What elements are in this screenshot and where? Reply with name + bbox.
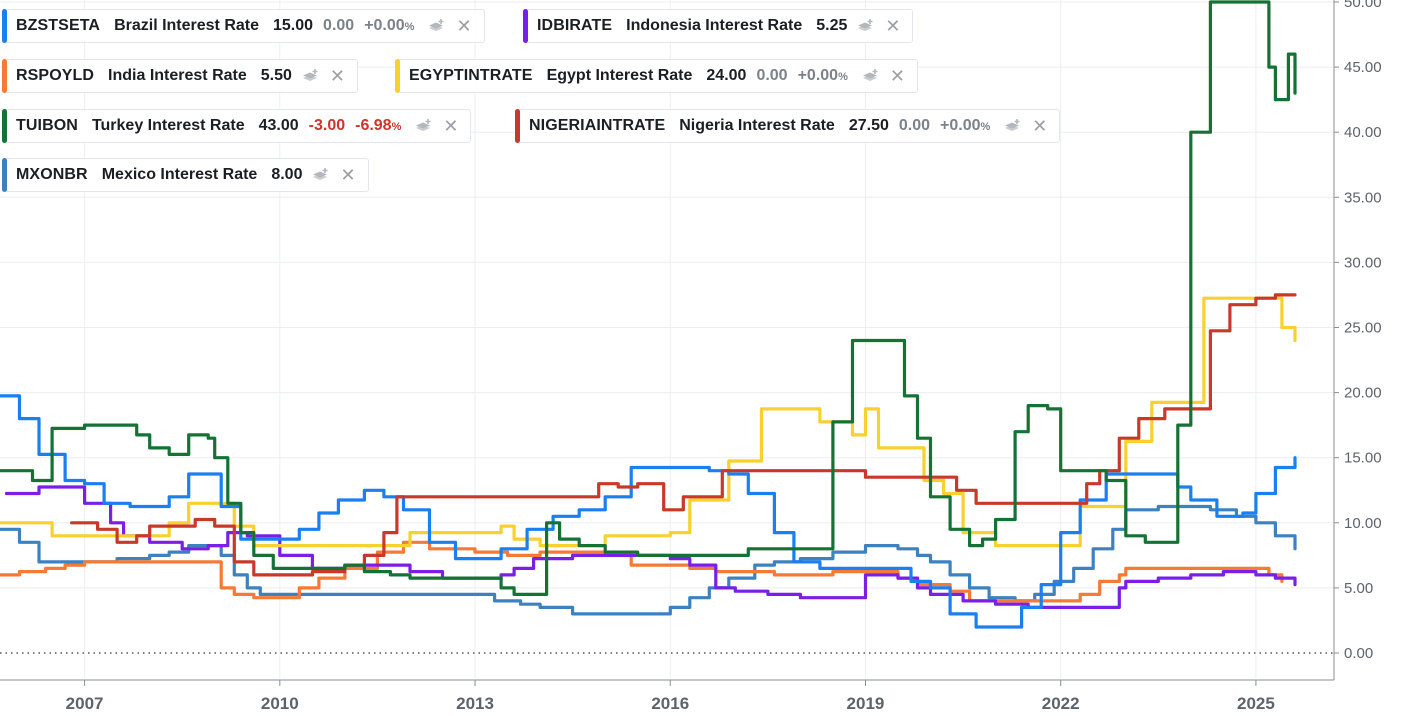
legend-color-swatch [523, 9, 528, 43]
layers-plus-icon[interactable] [857, 18, 875, 34]
y-axis: 0.00 5.00 10.00 15.00 20.00 25.00 30.00 35.00 40… [1333, 0, 1382, 680]
legend-color-swatch [2, 109, 7, 143]
legend-series-name: Brazil Interest Rate [114, 17, 259, 34]
legend-item-rspoyld[interactable]: RSPOYLD India Interest Rate 5.50 ✕ [2, 59, 358, 93]
legend-value: 5.50 [260, 67, 292, 84]
y-tick-label: 35.00 [1344, 189, 1382, 206]
x-tick-label: 2016 [651, 694, 689, 713]
legend-value: 5.25 [816, 17, 848, 34]
legend-ticker: IDBIRATE [537, 17, 613, 34]
x-tick-label: 2019 [847, 694, 885, 713]
legend-ticker: TUIBON [16, 117, 78, 134]
x-tick-label: 2013 [456, 694, 494, 713]
legend-color-swatch [515, 109, 520, 143]
series-line-idbirate [4, 485, 1297, 609]
y-tick-label: 25.00 [1344, 320, 1382, 337]
y-tick-label: 5.00 [1344, 580, 1373, 597]
layers-plus-icon[interactable] [312, 167, 330, 183]
legend-item-nigeriaintrate[interactable]: NIGERIAINTRATE Nigeria Interest Rate 27.50… [515, 109, 1061, 143]
x-axis: 2007 2010 2013 2016 2019 2022 2025 [0, 679, 1334, 713]
x-tick-label: 2007 [66, 694, 104, 713]
legend-percent-value: -6.98 [355, 117, 392, 134]
legend-color-swatch [2, 59, 7, 93]
close-icon[interactable]: ✕ [329, 66, 345, 86]
y-tick-label: 10.00 [1344, 515, 1382, 532]
legend-value: 27.50 [848, 117, 889, 134]
legend-series-name: Egypt Interest Rate [546, 67, 693, 84]
legend-value: 43.00 [258, 117, 299, 134]
layers-plus-icon[interactable] [862, 68, 880, 84]
x-tick-label: 2025 [1237, 694, 1275, 713]
legend-item-mxonbr[interactable]: MXONBR Mexico Interest Rate 8.00 ✕ [2, 158, 369, 192]
chart-grid [0, 0, 1334, 678]
legend-percent-value: +0.00 [940, 117, 981, 134]
series-line-mxonbr [0, 504, 1297, 616]
series-line-tuibon [0, 0, 1297, 596]
legend-percent-unit: % [838, 71, 848, 83]
layers-plus-icon[interactable] [415, 118, 433, 134]
close-icon[interactable]: ✕ [885, 16, 901, 36]
y-tick-label: 50.00 [1344, 0, 1382, 11]
y-tick-label: 0.00 [1344, 645, 1373, 662]
legend-value: 8.00 [271, 166, 303, 183]
legend-percent-unit: % [980, 121, 991, 133]
legend-percent-unit: % [404, 21, 415, 33]
legend-percent-unit: % [391, 121, 402, 133]
legend-percent-value: +0.00 [797, 67, 839, 84]
legend-ticker: NIGERIAINTRATE [529, 117, 666, 134]
series-line-rspoyld [0, 540, 1284, 603]
legend-change: 0.00 [323, 17, 355, 34]
series-line-egyptintrate [0, 296, 1297, 548]
legend-change: 0.00 [756, 67, 788, 84]
close-icon[interactable]: ✕ [443, 116, 459, 136]
legend-change: -3.00 [308, 117, 346, 134]
layers-plus-icon[interactable] [428, 18, 446, 34]
y-tick-label: 45.00 [1344, 59, 1382, 76]
x-tick-label: 2010 [261, 694, 299, 713]
legend-item-tuibon[interactable]: TUIBON Turkey Interest Rate 43.00 -3.00 -6.9… [2, 109, 472, 143]
legend-series-name: Indonesia Interest Rate [626, 17, 803, 34]
y-tick-label: 40.00 [1344, 124, 1382, 141]
legend-item-bzstseta[interactable]: BZSTSETA Brazil Interest Rate 15.00 0.00 +0.… [2, 9, 485, 43]
legend-change: 0.00 [898, 117, 931, 134]
legend-percent-change: +0.00% [940, 117, 990, 135]
close-icon[interactable]: ✕ [1032, 116, 1048, 136]
series-line-bzstseta [0, 394, 1297, 629]
legend-value: 24.00 [706, 67, 747, 84]
legend-percent-change: -6.98% [355, 117, 401, 135]
legend-ticker: RSPOYLD [16, 67, 95, 84]
legend-ticker: BZSTSETA [16, 17, 101, 34]
y-tick-label: 15.00 [1344, 450, 1382, 467]
legend-value: 15.00 [273, 17, 314, 34]
chart-series [0, 0, 1297, 629]
y-tick-label: 30.00 [1344, 254, 1382, 271]
legend-series-name: Mexico Interest Rate [101, 166, 258, 183]
legend-series-name: Turkey Interest Rate [91, 117, 245, 134]
legend-ticker: EGYPTINTRATE [409, 67, 533, 84]
legend-series-name: India Interest Rate [108, 67, 247, 84]
x-tick-label: 2022 [1042, 694, 1080, 713]
legend-item-idbirate[interactable]: IDBIRATE Indonesia Interest Rate 5.25 ✕ [523, 9, 914, 43]
legend-percent-change: +0.00% [798, 67, 848, 85]
legend-item-egyptintrate[interactable]: EGYPTINTRATE Egypt Interest Rate 24.00 0.00… [395, 59, 918, 93]
layers-plus-icon[interactable] [302, 68, 320, 84]
close-icon[interactable]: ✕ [340, 165, 356, 185]
legend-percent-value: +0.00 [364, 17, 405, 34]
y-tick-label: 20.00 [1344, 385, 1382, 402]
legend-percent-change: +0.00% [364, 17, 414, 35]
layers-plus-icon[interactable] [1004, 118, 1022, 134]
series-line-nigeriaintrate [70, 293, 1297, 577]
close-icon[interactable]: ✕ [456, 16, 472, 36]
legend-color-swatch [2, 158, 7, 192]
legend-series-name: Nigeria Interest Rate [679, 117, 835, 134]
legend-color-swatch [395, 59, 400, 93]
legend-ticker: MXONBR [16, 166, 88, 183]
legend-color-swatch [2, 9, 7, 43]
close-icon[interactable]: ✕ [889, 66, 905, 86]
